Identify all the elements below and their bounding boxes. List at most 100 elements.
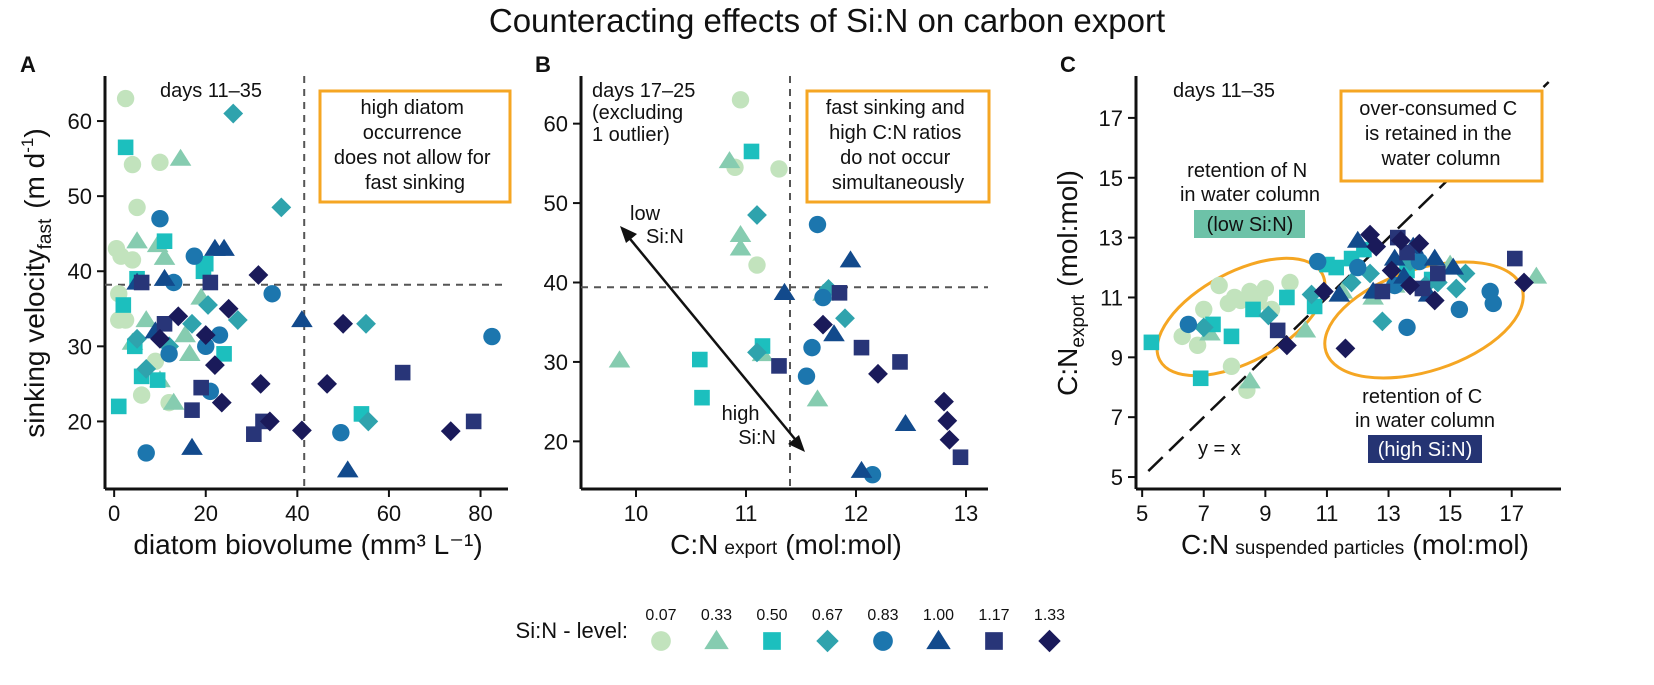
data-point xyxy=(1525,266,1548,284)
data-point xyxy=(271,197,292,218)
data-point xyxy=(839,250,862,268)
data-point xyxy=(135,310,158,328)
scatter-points xyxy=(1143,224,1548,399)
panel-c: C 5 7 9 11 13 15 17 5 7 9 11 13 15 17 days 11–35 over… xyxy=(1052,52,1561,560)
si-n-gradient-arrow xyxy=(625,233,800,445)
y-tick-label: 30 xyxy=(68,334,92,359)
x-tick-label: 80 xyxy=(468,501,492,526)
data-point xyxy=(162,392,185,410)
data-point xyxy=(333,313,354,334)
data-point xyxy=(831,285,848,301)
data-point xyxy=(1360,224,1380,245)
panel-letter: B xyxy=(535,52,551,77)
y-label-unit: (m d xyxy=(19,153,50,209)
data-point xyxy=(939,429,960,450)
figure-title: Counteracting effects of Si:N on carbon … xyxy=(489,2,1165,39)
arrow-head-low xyxy=(620,226,637,243)
data-point xyxy=(1484,294,1502,313)
y-tick-label: 60 xyxy=(544,112,568,137)
data-point xyxy=(1188,336,1207,355)
data-point xyxy=(216,346,232,362)
axis-ticks: 0 20 40 60 80 20 30 40 50 60 xyxy=(68,109,493,526)
y-tick-label: 30 xyxy=(544,350,568,375)
x-tick-label: 11 xyxy=(1316,501,1339,526)
data-point xyxy=(185,247,204,265)
annotation-line: in water column xyxy=(1180,184,1320,206)
legend-level-label: 0.50 xyxy=(756,607,787,624)
period-label: days 17–25 (excluding 1 outlier) xyxy=(592,80,701,146)
data-point xyxy=(1424,290,1445,311)
panel-letter: C xyxy=(1060,52,1076,77)
data-point xyxy=(1383,248,1406,266)
data-point xyxy=(1372,311,1393,332)
axis-ticks: 10 11 12 13 20 30 40 50 60 xyxy=(544,112,979,526)
data-point xyxy=(182,313,202,334)
data-point xyxy=(153,247,176,265)
data-point xyxy=(1328,259,1344,276)
y-tick-label: 13 xyxy=(1099,226,1123,251)
data-point xyxy=(292,420,312,441)
data-point xyxy=(358,411,379,432)
data-point xyxy=(116,311,135,329)
data-point xyxy=(934,391,954,412)
data-point xyxy=(729,224,752,242)
data-point xyxy=(1258,305,1279,326)
box-line: does not allow for xyxy=(334,147,491,169)
arrow-label-line: Si:N xyxy=(646,226,684,248)
box-line: is retained in the xyxy=(1365,123,1512,145)
reference-lines xyxy=(581,76,988,489)
x-tick-label: 12 xyxy=(844,501,868,526)
legend-marker xyxy=(926,629,951,650)
data-point xyxy=(1346,230,1369,248)
data-point xyxy=(814,288,832,307)
data-point xyxy=(1277,335,1297,356)
data-point xyxy=(813,314,833,335)
data-point xyxy=(773,282,796,300)
data-point xyxy=(835,308,855,329)
data-point xyxy=(1143,334,1160,351)
box-line: do not occur xyxy=(840,147,950,169)
y-tick-label: 7 xyxy=(1111,405,1123,430)
legend-level-label: 0.33 xyxy=(701,607,732,624)
data-point xyxy=(1193,317,1214,338)
y-tick-label: 50 xyxy=(68,184,92,209)
data-point xyxy=(136,358,157,379)
data-point xyxy=(863,466,882,484)
data-point xyxy=(174,325,196,343)
data-point xyxy=(317,373,338,394)
period-label: days 11–35 xyxy=(1173,80,1275,102)
data-point xyxy=(1294,320,1317,338)
x-label-unit: (mol:mol) xyxy=(785,529,902,560)
panel-a: A 0 20 40 60 80 20 30 40 50 60 days 11–35 high di… xyxy=(18,52,512,560)
legend-title: Si:N - level: xyxy=(516,618,628,643)
x-tick-label: 9 xyxy=(1259,501,1271,526)
legend-level-label: 1.00 xyxy=(923,607,954,624)
data-point xyxy=(694,389,710,406)
arrow-label-low: low Si:N xyxy=(630,203,684,248)
y-axis-label: C:Nexport (mol:mol) xyxy=(1052,170,1089,396)
low-si-n-tag: (low Si:N) xyxy=(1207,214,1294,236)
data-point xyxy=(1507,250,1523,267)
data-point xyxy=(1269,322,1286,339)
legend-level-label: 1.17 xyxy=(978,607,1009,624)
data-point xyxy=(892,354,908,370)
annotation-box xyxy=(805,89,991,204)
data-point xyxy=(150,328,170,349)
x-tick-label: 13 xyxy=(1376,501,1400,526)
data-point xyxy=(169,148,192,166)
data-point xyxy=(246,426,262,442)
legend-marker xyxy=(873,631,893,651)
axis-ticks: 5 7 9 11 13 15 17 5 7 9 11 13 15 17 xyxy=(1099,106,1524,526)
box-line: water column xyxy=(1381,148,1501,170)
legend-marker xyxy=(816,629,839,653)
x-tick-label: 60 xyxy=(377,501,401,526)
data-point xyxy=(608,350,631,368)
data-point xyxy=(1309,252,1327,271)
data-point xyxy=(151,209,169,228)
x-label-unit: (mol:mol) xyxy=(1412,529,1529,560)
annotation-line: in water column xyxy=(1355,410,1495,432)
x-tick-label: 5 xyxy=(1136,501,1148,526)
data-point xyxy=(1256,279,1275,298)
data-point xyxy=(132,386,151,404)
data-point xyxy=(133,274,150,291)
